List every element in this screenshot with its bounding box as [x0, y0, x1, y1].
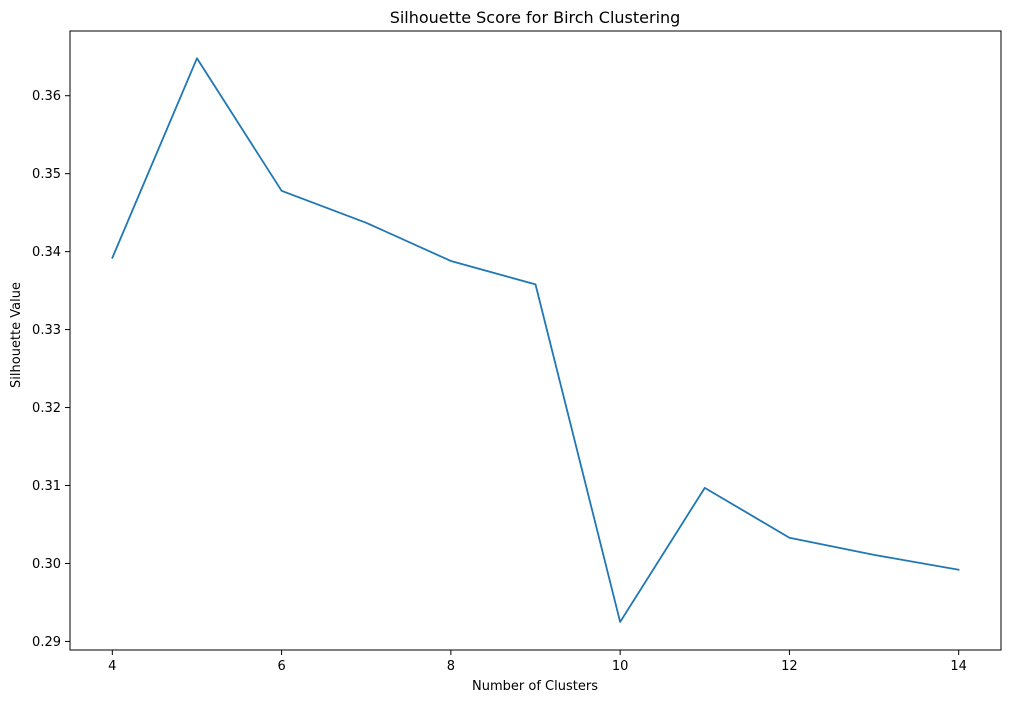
y-axis-label: Silhouette Value [9, 282, 24, 388]
x-tick-label: 6 [277, 659, 285, 674]
chart-title: Silhouette Score for Birch Clustering [390, 8, 681, 27]
x-tick-label: 8 [447, 659, 455, 674]
y-axis: 0.29 0.30 0.31 0.32 0.33 0.34 0.35 0.36 [32, 89, 70, 650]
y-tick-label: 0.35 [32, 167, 61, 182]
y-tick-label: 0.33 [32, 323, 61, 338]
x-tick-label: 10 [612, 659, 629, 674]
x-tick-label: 14 [950, 659, 967, 674]
y-tick-label: 0.31 [32, 479, 61, 494]
x-axis: 4 6 8 10 12 14 [108, 650, 967, 674]
y-tick-label: 0.36 [32, 89, 61, 104]
x-axis-label: Number of Clusters [472, 679, 598, 694]
plot-area: 4 6 8 10 12 14 0.290.300.310.320.330.340.350.… [32, 30, 1002, 674]
series-line [111, 57, 960, 623]
y-tick-label: 0.30 [32, 557, 61, 572]
y-tick-label: 0.32 [32, 401, 61, 416]
series-layer [111, 57, 960, 623]
y-tick-label: 0.34 [32, 245, 61, 260]
y-tick-label: 0.29 [32, 635, 61, 650]
x-tick-label: 4 [108, 659, 116, 674]
plot-frame [69, 30, 1002, 651]
x-tick-label: 12 [781, 659, 798, 674]
